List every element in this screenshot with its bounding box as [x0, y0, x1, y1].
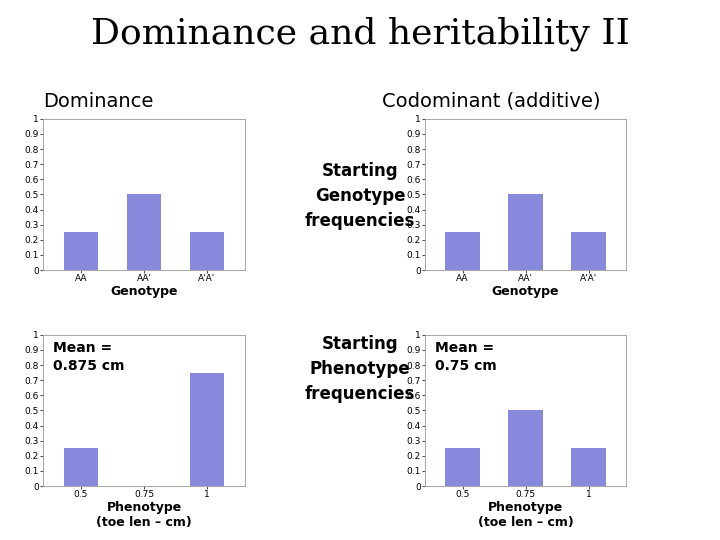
Text: Dominance: Dominance — [43, 92, 153, 111]
X-axis label: Genotype: Genotype — [492, 285, 559, 298]
Text: Mean =
0.75 cm: Mean = 0.75 cm — [435, 341, 497, 373]
Bar — [508, 410, 543, 486]
X-axis label: Genotype: Genotype — [110, 285, 178, 298]
Text: Starting
Phenotype
frequencies: Starting Phenotype frequencies — [305, 335, 415, 403]
Bar — [508, 194, 543, 270]
Bar — [189, 373, 225, 486]
Bar — [445, 448, 480, 486]
Bar — [445, 232, 480, 270]
Text: Dominance and heritability II: Dominance and heritability II — [91, 16, 629, 51]
Text: Codominant (additive): Codominant (additive) — [382, 92, 600, 111]
Text: Mean =
0.875 cm: Mean = 0.875 cm — [53, 341, 125, 373]
Text: Starting
Genotype
frequencies: Starting Genotype frequencies — [305, 162, 415, 230]
X-axis label: Phenotype
(toe len – cm): Phenotype (toe len – cm) — [96, 501, 192, 529]
Bar — [127, 194, 161, 270]
Bar — [571, 448, 606, 486]
X-axis label: Phenotype
(toe len – cm): Phenotype (toe len – cm) — [478, 501, 573, 529]
Bar — [189, 232, 225, 270]
Bar — [571, 232, 606, 270]
Bar — [63, 232, 99, 270]
Bar — [63, 448, 99, 486]
